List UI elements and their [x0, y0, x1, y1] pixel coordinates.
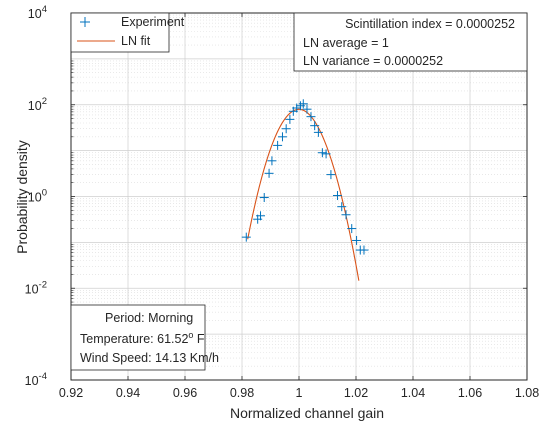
legend-marker-experiment	[80, 17, 90, 27]
x-tick-label: 1.08	[515, 386, 539, 400]
experiment-point	[306, 112, 316, 122]
x-tick-label: 0.92	[59, 386, 83, 400]
info-temperature-prefix: Temperature: 61.52	[80, 332, 188, 346]
experiment-point	[273, 140, 283, 150]
x-tick-label: 1	[296, 386, 303, 400]
experiment-point	[337, 202, 347, 212]
experiment-point	[310, 121, 320, 131]
info-temperature-degree: o	[188, 330, 193, 340]
data-points	[241, 99, 369, 255]
experiment-point	[292, 103, 302, 113]
experiment-point	[302, 104, 312, 114]
y-tick-label: 100	[28, 188, 47, 205]
x-tick-label: 1.02	[344, 386, 368, 400]
experiment-point	[326, 170, 336, 180]
y-tick-labels: 10-4 10-2 100 102 104	[25, 4, 47, 388]
experiment-point	[321, 149, 331, 159]
experiment-point	[259, 193, 269, 203]
legend: Experiment LN fit	[70, 12, 185, 53]
y-tick-label: 10-4	[25, 371, 47, 388]
experiment-point	[267, 156, 277, 166]
info-period: Period: Morning	[105, 311, 193, 325]
x-tick-label: 0.98	[230, 386, 254, 400]
stats-scintillation-index: Scintillation index = 0.0000252	[345, 17, 515, 31]
info-wind-speed: Wind Speed: 14.13 Km/h	[80, 351, 219, 365]
y-axis-label: Probability density	[14, 140, 30, 254]
x-tick-label: 1.06	[458, 386, 482, 400]
experiment-point	[341, 210, 351, 220]
experiment-point	[281, 124, 291, 134]
experiment-point	[352, 235, 362, 245]
legend-label-ln-fit: LN fit	[121, 34, 151, 48]
info-box-frame	[70, 304, 206, 371]
experiment-point	[264, 168, 274, 178]
experiment-point	[256, 211, 266, 221]
experiment-point	[313, 127, 323, 137]
experiment-point	[317, 148, 327, 158]
x-tick-label: 0.96	[173, 386, 197, 400]
experiment-point	[359, 245, 369, 255]
info-temperature-unit: F	[193, 332, 204, 346]
y-tick-label: 104	[28, 4, 47, 21]
experiment-point	[347, 224, 357, 234]
y-tick-label: 10-2	[25, 279, 47, 296]
experiment-point	[298, 99, 308, 109]
x-tick-label: 1.04	[401, 386, 425, 400]
info-temperature: Temperature: 61.52o F	[80, 330, 205, 346]
legend-box	[70, 12, 170, 53]
info-box: Period: Morning Temperature: 61.52o F Wi…	[70, 304, 219, 371]
x-tick-label: 0.94	[116, 386, 140, 400]
stats-ln-variance: LN variance = 0.0000252	[303, 54, 443, 68]
experiment-point	[277, 132, 287, 142]
stats-ln-average: LN average = 1	[303, 36, 389, 50]
fit-layer	[247, 108, 360, 281]
stats-box-frame	[293, 12, 528, 72]
experiment-point	[285, 114, 295, 124]
stats-box: Scintillation index = 0.0000252 LN avera…	[293, 12, 528, 72]
legend-label-experiment: Experiment	[121, 15, 185, 29]
ln-fit-curve	[247, 108, 360, 281]
y-tick-label: 102	[28, 96, 47, 113]
x-axis-label: Normalized channel gain	[230, 405, 384, 421]
experiment-point	[241, 232, 251, 242]
x-tick-labels: 0.92 0.94 0.96 0.98 1 1.02 1.04 1.06 1.08	[59, 386, 539, 400]
experiment-point	[332, 191, 342, 201]
